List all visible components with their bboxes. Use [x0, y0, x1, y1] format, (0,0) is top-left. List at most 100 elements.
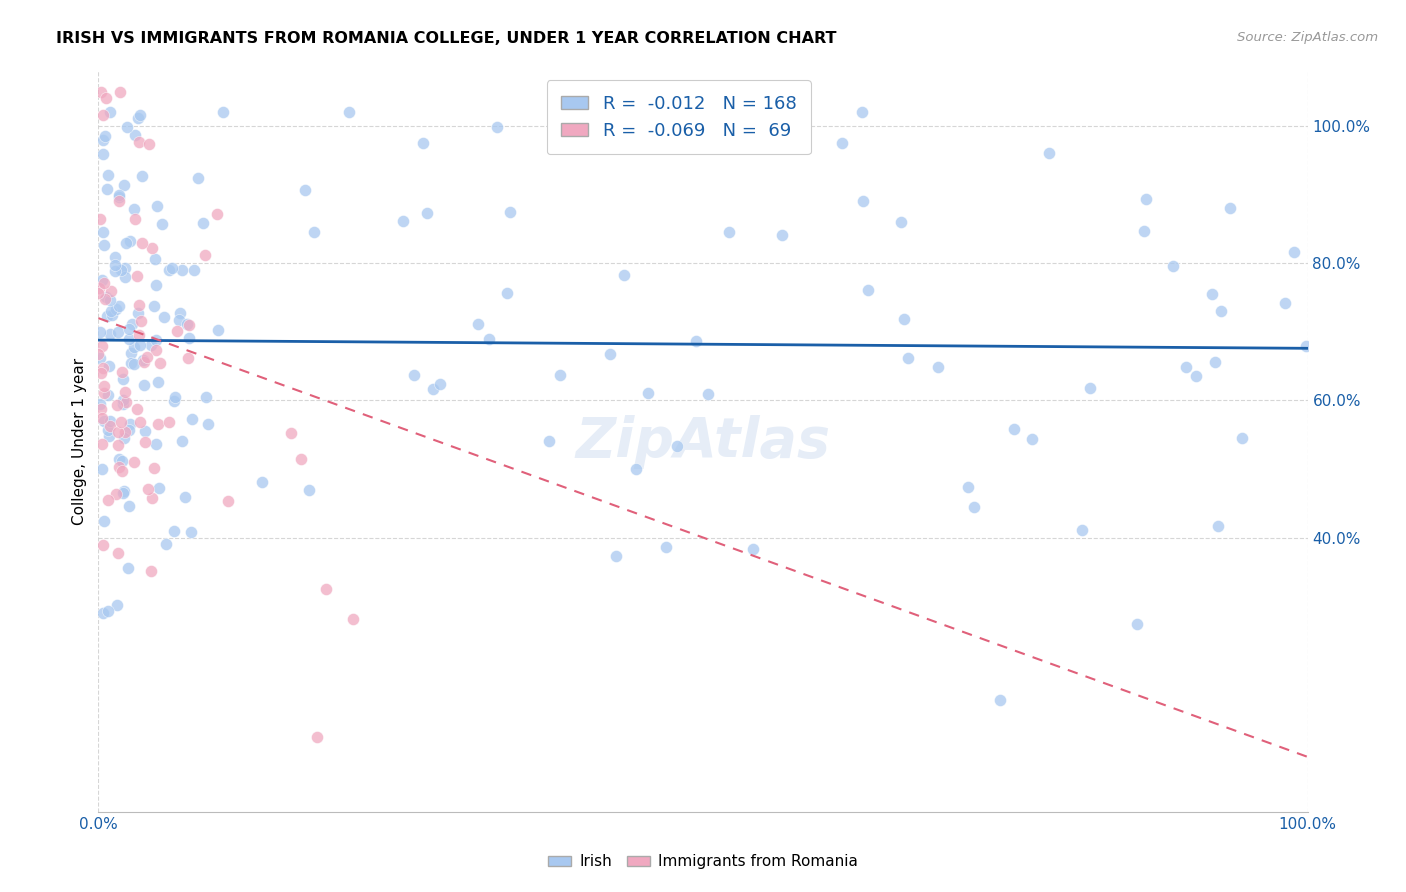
Point: [1038, 145, 1060, 160]
Point: [97, 429, 120, 443]
Point: [98, 326, 121, 341]
Point: [97, 359, 120, 373]
Point: [122, 341, 145, 355]
Point: [1282, 244, 1305, 259]
Point: [163, 394, 186, 409]
Point: [111, 392, 134, 407]
Point: [1232, 430, 1254, 444]
Point: [105, 486, 128, 500]
Point: [107, 452, 129, 467]
Point: [136, 482, 159, 496]
Point: [132, 352, 155, 367]
Point: [176, 317, 198, 331]
Point: [128, 298, 150, 312]
Point: [118, 234, 141, 248]
Point: [112, 178, 135, 192]
Point: [105, 398, 128, 412]
Point: [94, 292, 117, 306]
Point: [94, 290, 117, 304]
Point: [550, 368, 572, 382]
Point: [94, 91, 117, 105]
Point: [87, 281, 110, 295]
Point: [93, 238, 115, 252]
Point: [114, 261, 136, 276]
Point: [134, 424, 156, 438]
Point: [1135, 193, 1157, 207]
Point: [153, 310, 176, 324]
Point: [89, 212, 111, 227]
Point: [91, 133, 114, 147]
Point: [404, 368, 426, 382]
Point: [187, 171, 209, 186]
Point: [148, 481, 170, 495]
Point: [1078, 381, 1101, 395]
Point: [162, 524, 184, 538]
Point: [143, 461, 166, 475]
Point: [145, 437, 167, 451]
Point: [110, 263, 132, 277]
Point: [132, 378, 155, 392]
Point: [177, 331, 200, 345]
Point: [91, 273, 114, 287]
Point: [107, 425, 129, 440]
Point: [1021, 433, 1043, 447]
Point: [115, 395, 138, 409]
Point: [605, 549, 627, 563]
Point: [1204, 355, 1226, 369]
Point: [412, 136, 434, 151]
Point: [122, 357, 145, 371]
Point: [134, 435, 156, 450]
Point: [96, 182, 118, 196]
Point: [91, 146, 114, 161]
Point: [96, 493, 118, 508]
Point: [114, 384, 136, 399]
Point: [128, 108, 150, 122]
Point: [149, 356, 172, 370]
Point: [118, 333, 141, 347]
Point: [337, 105, 360, 120]
Point: [120, 417, 142, 432]
Point: [93, 414, 115, 428]
Point: [107, 326, 129, 340]
Point: [114, 269, 136, 284]
Point: [125, 268, 148, 283]
Point: [1002, 422, 1025, 436]
Point: [143, 252, 166, 266]
Point: [87, 286, 110, 301]
Point: [578, 131, 600, 145]
Point: [856, 283, 879, 297]
Point: [107, 546, 129, 560]
Point: [155, 537, 177, 551]
Point: [124, 128, 146, 143]
Point: [177, 351, 200, 365]
Point: [1219, 202, 1241, 216]
Point: [990, 692, 1012, 706]
Point: [117, 561, 139, 575]
Point: [114, 425, 136, 439]
Point: [96, 309, 118, 323]
Point: [1274, 296, 1296, 310]
Point: [280, 425, 302, 440]
Point: [478, 332, 501, 346]
Point: [127, 111, 149, 125]
Point: [1209, 304, 1232, 318]
Point: [98, 105, 121, 120]
Point: [163, 390, 186, 404]
Point: [98, 414, 121, 428]
Point: [142, 299, 165, 313]
Point: [742, 541, 765, 556]
Point: [772, 227, 794, 242]
Point: [150, 217, 173, 231]
Point: [169, 306, 191, 320]
Text: ZipAtlas: ZipAtlas: [575, 415, 831, 468]
Point: [93, 514, 115, 528]
Point: [485, 120, 508, 135]
Point: [117, 499, 139, 513]
Point: [392, 214, 415, 228]
Point: [115, 235, 138, 250]
Point: [157, 415, 180, 429]
Point: [145, 343, 167, 357]
Point: [429, 376, 451, 391]
Point: [108, 190, 131, 204]
Point: [112, 431, 135, 445]
